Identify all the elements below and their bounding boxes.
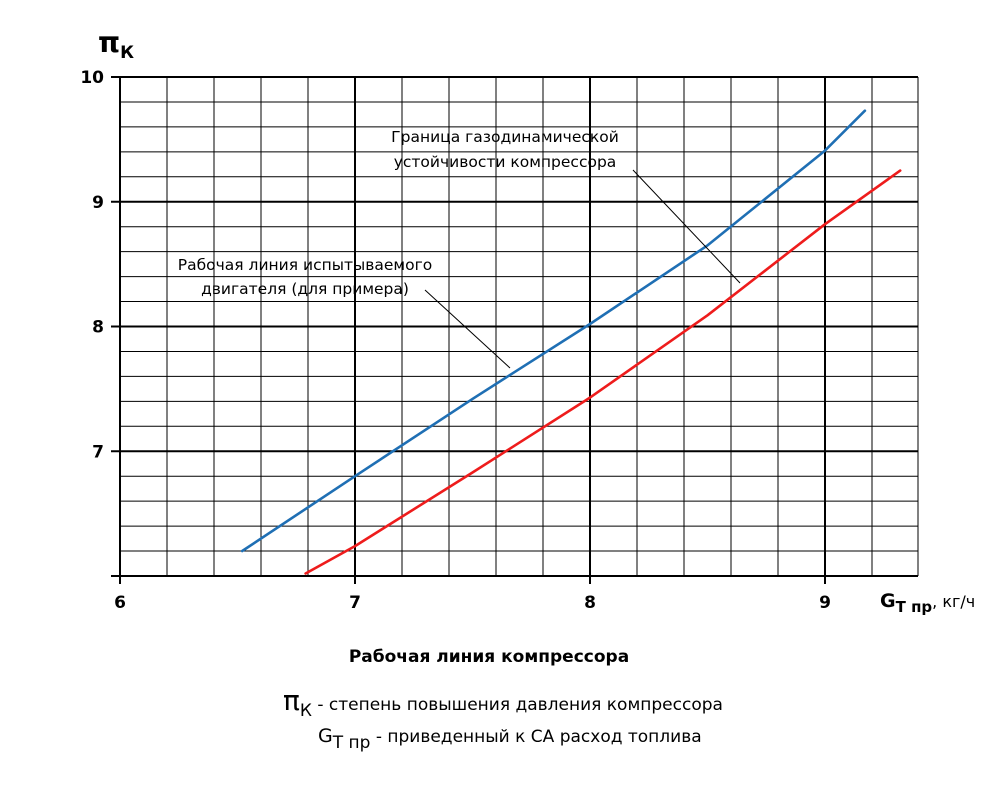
series-line-surge-boundary [240,109,867,553]
annotation-leader-boundary [632,169,741,284]
series-lines [240,109,902,575]
series-line-working-line [304,169,902,575]
x-tick-label: 8 [584,593,596,613]
y-axis-label: πК [98,26,134,63]
annotation-boundary-line-2: устойчивости компрессора [394,153,617,171]
x-axis-label: GТ пр, кг/ч [880,590,975,616]
legend-note-fuel-flow: GТ пр - приведенный к СА расход топлива [318,725,702,753]
y-tick-label: 7 [92,442,104,462]
x-tick-label: 9 [819,593,831,613]
axes [119,76,919,577]
annotation-working-line-2: двигателя (для примера) [201,280,409,298]
y-tick-label: 8 [92,318,104,338]
tick-labels: 7 8 9 10 6 7 8 9 [80,68,831,613]
annotation-working-line-1: Рабочая линия испытываемого [178,256,432,274]
y-tick-label: 9 [92,193,104,213]
chart-title: Рабочая линия компрессора [349,647,629,667]
annotation-boundary-line-1: Граница газодинамической [391,128,619,146]
legend-note-pressure-ratio: πК - степень повышения давления компресс… [283,684,723,721]
y-tick-label: 10 [80,68,104,88]
tick-marks [111,76,826,584]
x-tick-label: 7 [349,593,361,613]
annotation-leader-working-line [424,289,511,369]
x-tick-label: 6 [114,593,126,613]
